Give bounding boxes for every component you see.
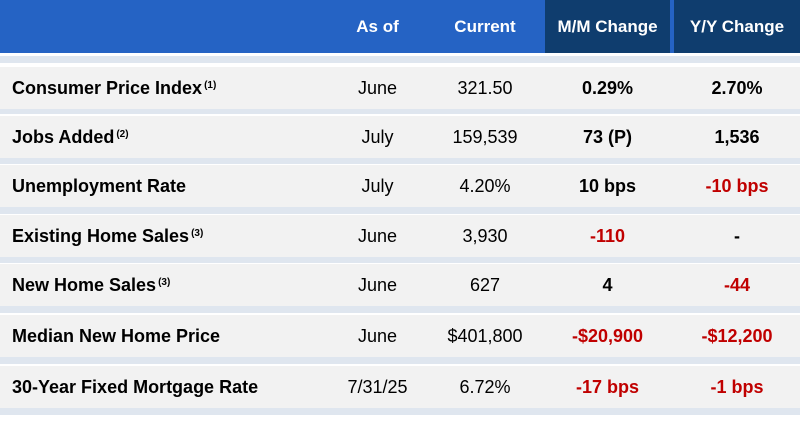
table-row: Unemployment Rate July 4.20% 10 bps -10 bps	[0, 165, 800, 207]
row-separator	[0, 306, 800, 313]
current-value-cell: 3,930	[462, 225, 508, 246]
mm-change-cell: 10 bps	[578, 175, 637, 196]
mm-header-bg	[545, 0, 670, 53]
row-separator	[0, 157, 800, 164]
header-yy-change: Y/Y Change	[689, 17, 785, 36]
table-row: Median New Home Price June $401,800 -$20,90…	[0, 315, 800, 357]
row-label-text: 30-Year Fixed Mortgage Rate	[12, 376, 259, 397]
row-label-text: Existing Home Sales	[12, 225, 190, 246]
row-label-text: Median New Home Price	[12, 325, 221, 346]
header-as-of: As of	[356, 17, 399, 36]
table-row: New Home Sales (3) June 627 4 -44	[0, 264, 800, 306]
yy-change-cell: -44	[723, 274, 750, 295]
mm-change-cell: 0.29%	[581, 77, 634, 98]
row-label-text: Jobs Added	[12, 126, 115, 147]
row-separator	[0, 56, 800, 63]
mm-change-cell: 73 (P)	[582, 126, 633, 147]
as-of-cell: June	[357, 225, 398, 246]
as-of-cell: 7/31/25	[347, 376, 408, 397]
table-row: 30-Year Fixed Mortgage Rate 7/31/25 6.72% -…	[0, 366, 800, 408]
current-value-cell: 627	[469, 274, 501, 295]
table-row: Consumer Price Index (1) June 321.50 0.29% 2.…	[0, 67, 800, 109]
yy-change-cell: -	[734, 225, 740, 246]
row-label-text: Unemployment Rate	[12, 175, 187, 196]
mm-change-cell: -110	[589, 225, 626, 246]
footnote-ref: (3)	[191, 227, 204, 239]
row-separator	[0, 256, 800, 263]
yy-change-cell: -$12,200	[701, 325, 773, 346]
row-label: Jobs Added (2)	[0, 116, 330, 158]
current-value-cell: 321.50	[457, 77, 513, 98]
row-label: New Home Sales (3)	[0, 264, 330, 306]
footnote-ref: (3)	[158, 276, 171, 288]
row-label-text: New Home Sales	[12, 274, 157, 295]
row-label: Consumer Price Index (1)	[0, 67, 330, 109]
table-header: As of Current M/M Change Y/Y Change	[0, 0, 800, 53]
current-value-cell: 4.20%	[459, 175, 511, 196]
yy-change-cell: 1,536	[714, 126, 760, 147]
row-label: Existing Home Sales (3)	[0, 215, 330, 257]
table-row: Jobs Added (2) July 159,539 73 (P) 1,536	[0, 116, 800, 158]
yy-header-bg	[674, 0, 800, 53]
yy-change-cell: 2.70%	[711, 77, 763, 98]
yy-change-cell: -10 bps	[705, 175, 769, 196]
row-label: Unemployment Rate	[0, 165, 330, 207]
current-value-cell: 6.72%	[459, 376, 511, 397]
as-of-cell: July	[361, 175, 394, 196]
table-row: Existing Home Sales (3) June 3,930 -110 -	[0, 215, 800, 257]
as-of-cell: July	[361, 126, 394, 147]
row-label-text: Consumer Price Index	[12, 77, 203, 98]
row-separator	[0, 357, 800, 364]
header-mm-change: M/M Change	[557, 17, 658, 36]
footnote-ref: (2)	[116, 128, 129, 140]
current-value-cell: $401,800	[447, 325, 523, 346]
yy-change-cell: -1 bps	[710, 376, 764, 397]
mm-change-cell: -$20,900	[571, 325, 644, 346]
as-of-cell: June	[357, 77, 398, 98]
row-separator	[0, 408, 800, 415]
row-separator	[0, 207, 800, 214]
mm-change-cell: 4	[602, 274, 613, 295]
as-of-cell: June	[357, 274, 398, 295]
mm-change-cell: -17 bps	[575, 376, 640, 397]
header-current: Current	[454, 17, 516, 36]
current-value-cell: 159,539	[452, 126, 518, 147]
row-label: 30-Year Fixed Mortgage Rate	[0, 366, 330, 408]
row-label: Median New Home Price	[0, 315, 330, 357]
footnote-ref: (1)	[204, 79, 217, 91]
row-separator	[0, 107, 800, 114]
as-of-cell: June	[357, 325, 398, 346]
